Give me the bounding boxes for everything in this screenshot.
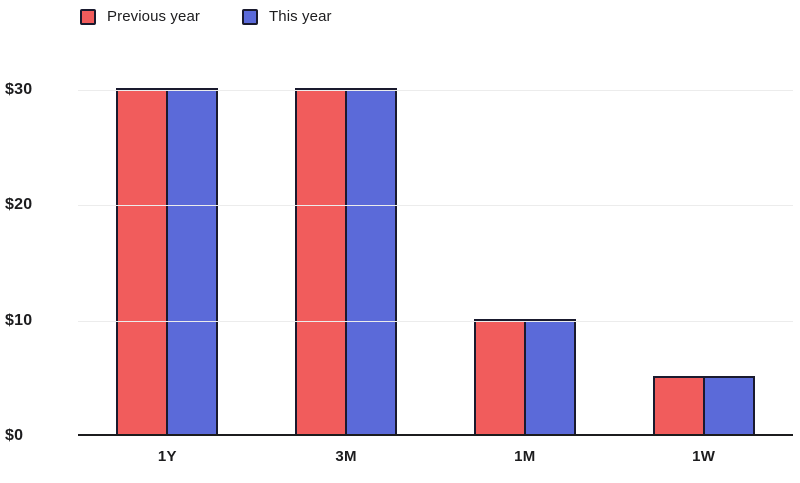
bar-group-3m — [257, 88, 436, 434]
x-tick-label-1w: 1W — [692, 448, 716, 465]
bar-pair-1y — [116, 88, 219, 434]
gridline-10 — [78, 320, 793, 322]
y-tick-label-20: $20 — [5, 196, 33, 214]
bar-group-1w — [614, 376, 793, 434]
x-tick-label-1m: 1M — [514, 448, 536, 465]
bar-this-year-1w — [702, 376, 755, 434]
bar-pair-3m — [295, 88, 398, 434]
bar-this-year-3m — [345, 88, 398, 434]
plot-area — [78, 88, 793, 436]
y-tick-label-30: $30 — [5, 81, 33, 98]
gridline-20 — [78, 205, 793, 207]
bar-groups — [78, 88, 793, 434]
legend-label-previous-year: Previous year — [107, 8, 201, 25]
bar-group-1y — [78, 88, 257, 434]
bar-pair-1m — [473, 318, 576, 434]
x-tick-label-1y: 1Y — [157, 448, 177, 465]
bar-pair-1w — [652, 376, 755, 434]
bar-group-1m — [436, 318, 615, 434]
x-tick-label-3m: 3M — [335, 448, 357, 465]
x-axis: 1Y 3M 1M 1W — [78, 448, 793, 465]
legend-label-this-year: This year — [269, 8, 332, 25]
bar-previous-year-1w — [652, 376, 705, 434]
y-tick-label-10: $10 — [5, 311, 33, 329]
bar-previous-year-1y — [116, 88, 169, 434]
legend-item-previous-year: Previous year — [80, 8, 200, 25]
bar-this-year-1y — [166, 88, 219, 434]
bar-previous-year-3m — [295, 88, 348, 434]
bar-this-year-1m — [523, 318, 576, 434]
legend-item-this-year: This year — [242, 8, 332, 25]
legend: Previous year This year — [80, 8, 332, 25]
this-year-swatch — [242, 8, 259, 25]
bar-previous-year-1m — [473, 318, 526, 434]
previous-year-swatch — [80, 8, 96, 25]
gridline-30 — [78, 90, 793, 91]
y-tick-label-0: $0 — [5, 427, 24, 444]
